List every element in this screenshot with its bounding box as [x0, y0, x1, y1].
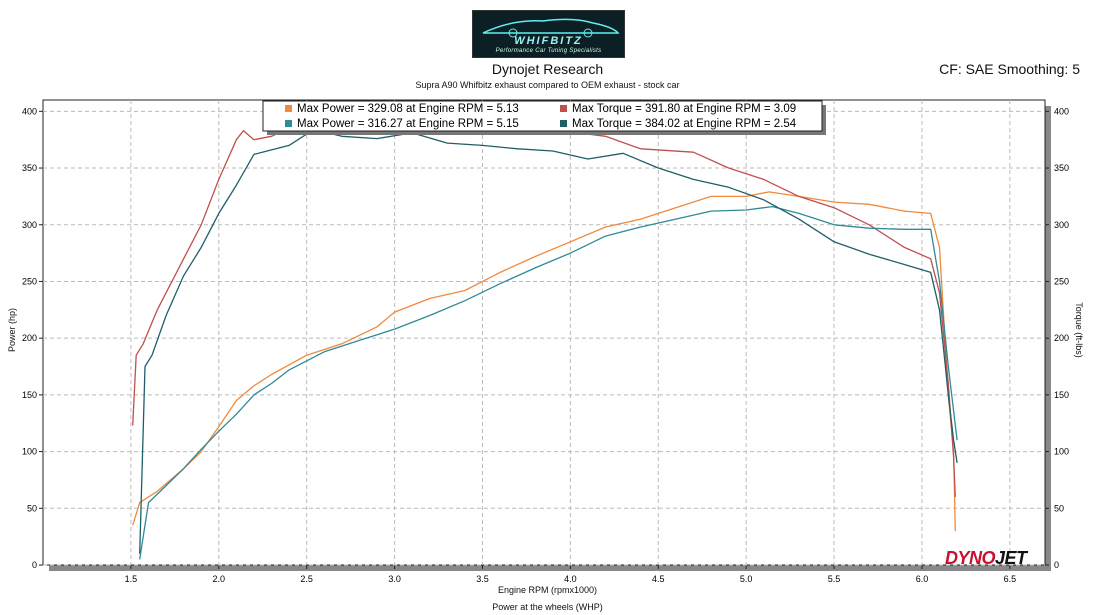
y-tick-label-right: 350 [1054, 163, 1069, 173]
series-line-4 [139, 128, 958, 554]
legend-label: Max Power = 329.08 at Engine RPM = 5.13 [297, 103, 519, 115]
y-tick-label-right: 100 [1054, 447, 1069, 457]
x-tick-label: 6.0 [916, 574, 929, 584]
y-axis-right-label: Torque (ft-lbs) [1074, 302, 1084, 358]
x-tick-label: 4.0 [564, 574, 577, 584]
logo-text: WHIFBITZ [514, 35, 583, 47]
y-tick-label-left: 400 [22, 106, 37, 116]
legend-box [262, 100, 823, 132]
legend-label: Max Torque = 391.80 at Engine RPM = 3.09 [572, 103, 796, 115]
series-line-3 [139, 205, 958, 560]
legend-label: Max Power = 316.27 at Engine RPM = 5.15 [297, 118, 519, 130]
legend-swatch [560, 120, 567, 127]
y-tick-label-right: 250 [1054, 276, 1069, 286]
y-tick-label-left: 0 [32, 560, 37, 570]
x-tick-label: 3.0 [388, 574, 401, 584]
legend-label: Max Torque = 384.02 at Engine RPM = 2.54 [572, 118, 797, 130]
legend-swatch [285, 120, 292, 127]
plot-area [42, 99, 1046, 566]
y-tick-label-left: 50 [27, 503, 37, 513]
y-tick-label-right: 300 [1054, 220, 1069, 230]
x-tick-label: 5.0 [740, 574, 753, 584]
legend-swatch [560, 105, 567, 112]
y-tick-label-left: 350 [22, 163, 37, 173]
x-tick-label: 6.5 [1004, 574, 1017, 584]
x-tick-label: 3.5 [476, 574, 489, 584]
y-tick-label-right: 200 [1054, 333, 1069, 343]
correction-factor-label: CF: SAE Smoothing: 5 [939, 61, 1080, 77]
brand-dyno: DYNO [945, 548, 996, 568]
chart-subtitle: Supra A90 Whifbitz exhaust compared to O… [415, 80, 680, 90]
brand-jet: JET [995, 548, 1027, 568]
y-tick-label-right: 400 [1054, 106, 1069, 116]
x-tick-label: 2.5 [300, 574, 313, 584]
y-tick-label-left: 100 [22, 447, 37, 457]
y-tick-label-left: 250 [22, 276, 37, 286]
series-line-1 [132, 191, 956, 532]
y-tick-label-right: 0 [1054, 560, 1059, 570]
x-tick-label: 5.5 [828, 574, 841, 584]
dynojet-brand: DYNOJET [945, 548, 1027, 569]
x-tick-label: 2.0 [213, 574, 226, 584]
y-tick-label-left: 200 [22, 333, 37, 343]
y-tick-label-left: 150 [22, 390, 37, 400]
y-tick-label-right: 150 [1054, 390, 1069, 400]
x-tick-label: 4.5 [652, 574, 665, 584]
legend-swatch [285, 105, 292, 112]
x-tick-label: 1.5 [125, 574, 138, 584]
car-silhouette-icon [482, 18, 620, 38]
chart-title: Dynojet Research [491, 61, 604, 77]
logo-tagline: Performance Car Tuning Specialists [495, 48, 602, 54]
y-tick-label-left: 300 [22, 220, 37, 230]
y-axis-left-label: Power (hp) [7, 308, 17, 353]
chart-caption: Power at the wheels (WHP) [492, 602, 603, 612]
y-tick-label-right: 50 [1054, 503, 1064, 513]
brand-logo: WHIFBITZ Performance Car Tuning Speciali… [472, 10, 625, 58]
x-axis-label: Engine RPM (rpmx1000) [497, 585, 598, 595]
